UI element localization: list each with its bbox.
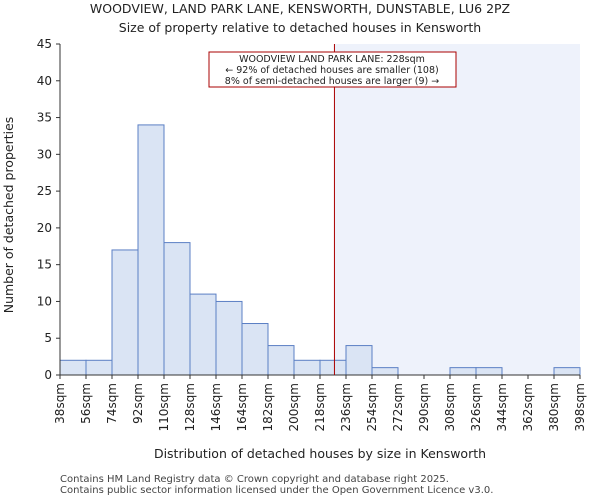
- x-tick-label: 344sqm: [495, 383, 509, 431]
- x-tick-label: 398sqm: [573, 383, 587, 431]
- x-tick-label: 200sqm: [287, 383, 301, 431]
- x-tick-label: 380sqm: [547, 383, 561, 431]
- x-tick-label: 362sqm: [521, 383, 535, 431]
- annotation-smaller: ← 92% of detached houses are smaller (10…: [225, 65, 438, 76]
- y-tick-label: 15: [37, 258, 52, 272]
- y-tick-label: 10: [37, 294, 52, 308]
- y-tick-label: 35: [37, 111, 52, 125]
- x-tick-label: 128sqm: [183, 383, 197, 431]
- x-tick-label: 272sqm: [391, 383, 405, 431]
- x-tick-label: 74sqm: [105, 383, 119, 424]
- bar-128sqm: [189, 293, 217, 376]
- annotation-frame: [208, 51, 457, 88]
- chart-title: WOODVIEW, LAND PARK LANE, KENSWORTH, DUN…: [90, 1, 510, 16]
- y-tick-label: 30: [37, 147, 52, 161]
- x-tick-label: 182sqm: [261, 383, 275, 431]
- bar-146sqm: [215, 300, 243, 376]
- bar-236sqm: [345, 345, 373, 376]
- x-tick-label: 110sqm: [157, 383, 171, 431]
- x-tick-label: 326sqm: [469, 383, 483, 431]
- y-tick-label: 25: [37, 184, 52, 198]
- bar-92sqm: [137, 124, 165, 376]
- footer-line-1: Contains HM Land Registry data © Crown c…: [60, 474, 449, 485]
- bars-group: [59, 124, 581, 376]
- x-tick-label: 38sqm: [53, 383, 67, 424]
- annotation-title: WOODVIEW LAND PARK LANE: 228sqm: [239, 54, 425, 65]
- x-tick-label: 218sqm: [313, 383, 327, 431]
- y-tick-label: 40: [37, 74, 52, 88]
- x-tick-label: 236sqm: [339, 383, 353, 431]
- x-tick-label: 146sqm: [209, 383, 223, 431]
- footer-line-2: Contains public sector information licen…: [60, 485, 494, 496]
- bar-38sqm: [59, 359, 87, 376]
- bar-56sqm: [85, 359, 113, 376]
- x-tick-label: 92sqm: [131, 383, 145, 424]
- x-tick-label: 164sqm: [235, 383, 249, 431]
- bar-182sqm: [267, 345, 295, 376]
- annotation-larger: 8% of semi-detached houses are larger (9…: [225, 76, 439, 87]
- x-ticks-group: 38sqm 56sqm 74sqm 92sqm 110sqm 128sqm 146sqm 16…: [53, 375, 587, 431]
- larger-houses-region: [334, 44, 580, 375]
- annotation-box: WOODVIEW LAND PARK LANE: 228sqm ← 92% of…: [208, 51, 457, 88]
- x-tick-label: 308sqm: [443, 383, 457, 431]
- y-axis-title: Number of detached properties: [1, 117, 16, 314]
- x-axis-title: Distribution of detached houses by size …: [154, 446, 486, 461]
- x-tick-label: 290sqm: [417, 383, 431, 431]
- x-tick-label: 254sqm: [365, 383, 379, 431]
- bar-308sqm: [449, 367, 477, 376]
- chart-subtitle: Size of property relative to detached ho…: [119, 20, 481, 35]
- bar-218sqm: [319, 359, 347, 376]
- y-ticks-group: 0 5 10 15 20 25 30 35 40 45: [37, 37, 60, 382]
- bar-110sqm: [163, 242, 191, 376]
- y-tick-label: 20: [37, 221, 52, 235]
- bar-200sqm: [293, 359, 321, 376]
- y-tick-label: 5: [44, 331, 52, 345]
- y-tick-label: 45: [37, 37, 52, 51]
- y-tick-label: 0: [44, 368, 52, 382]
- bar-380sqm: [553, 367, 581, 376]
- bar-74sqm: [111, 249, 139, 376]
- bar-326sqm: [475, 367, 503, 376]
- bar-254sqm: [371, 367, 399, 376]
- bar-164sqm: [241, 323, 269, 376]
- x-tick-label: 56sqm: [79, 383, 93, 424]
